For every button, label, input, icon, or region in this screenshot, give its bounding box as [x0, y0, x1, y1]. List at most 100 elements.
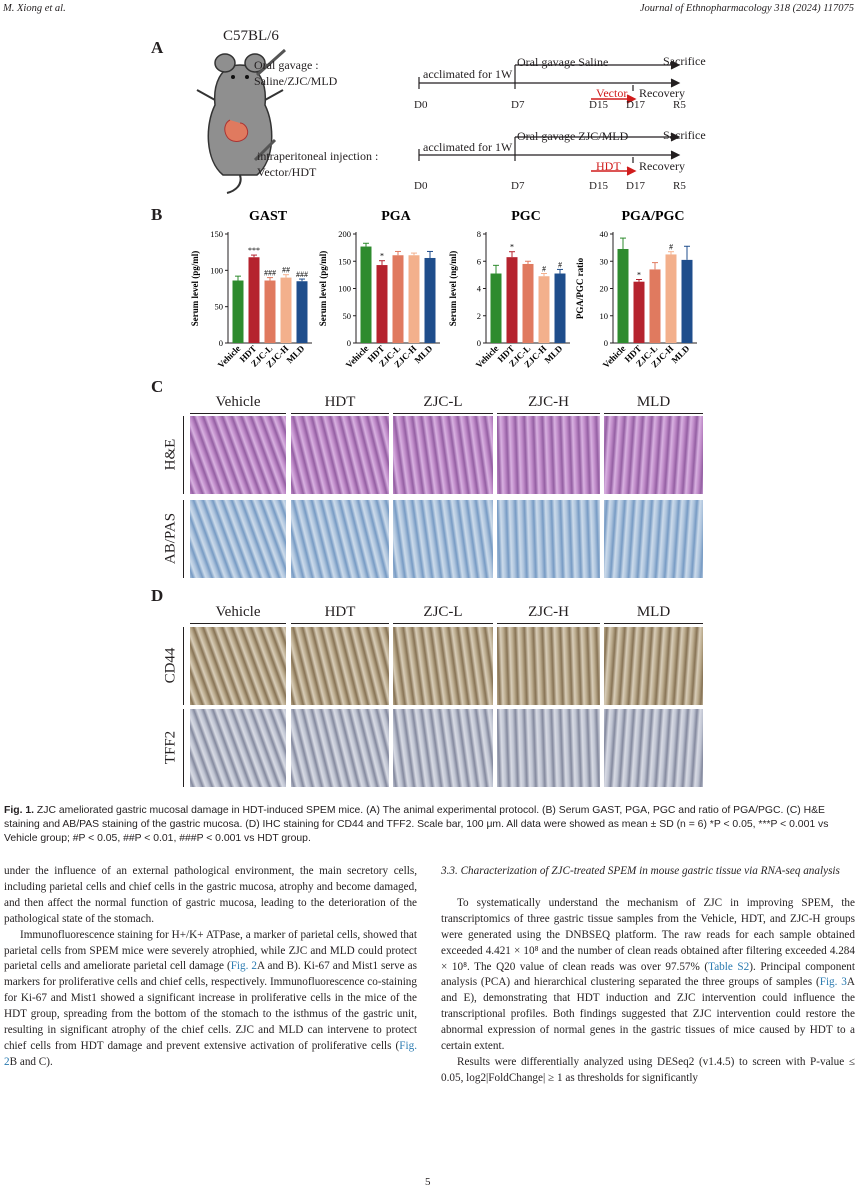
y-axis-label: PGA/PGC ratio: [575, 257, 585, 319]
histology-group-label: MLD: [636, 394, 671, 410]
y-tick-label: 0: [604, 338, 608, 348]
y-tick-label: 50: [343, 311, 352, 321]
bar: [280, 277, 292, 343]
bar: [665, 254, 677, 343]
y-tick-label: 150: [338, 256, 351, 266]
significance-label: #: [558, 260, 562, 269]
panel-d-letter: D: [151, 586, 164, 605]
histology-micrograph: [497, 416, 600, 494]
significance-label: #: [669, 243, 673, 252]
row-bracket: [183, 500, 184, 578]
y-tick-label: 30: [600, 256, 609, 266]
figure-link[interactable]: Fig. 3: [819, 976, 847, 989]
ihc-micrograph: [497, 709, 600, 787]
text-run: B and C).: [9, 1055, 53, 1068]
timeline2-recovery: Recovery: [639, 159, 685, 173]
significance-label: *: [510, 243, 514, 252]
y-axis-label: Serum level (pg/ml): [190, 251, 200, 327]
bar: [490, 273, 502, 343]
timeline1-gavage: Oral gavage Saline: [517, 55, 609, 69]
chart-title: PGA/PGC: [622, 209, 685, 224]
group-underline: [291, 623, 389, 624]
ihc-micrograph: [604, 709, 703, 787]
y-tick-label: 40: [600, 229, 609, 239]
histology-micrograph: [393, 416, 493, 494]
chart-title: PGA: [381, 209, 411, 224]
day-label: D17: [626, 99, 645, 111]
ihc-micrograph: [190, 709, 286, 787]
timeline2-sacrifice: Sacrifice: [663, 128, 706, 142]
timeline2-treatment: HDT: [596, 159, 621, 173]
figure-link[interactable]: Fig. 2: [230, 960, 258, 973]
section-title: 3.3. Characterization of ZJC-treated SPE…: [441, 865, 840, 877]
y-tick-label: 0: [477, 338, 481, 348]
row-bracket: [183, 709, 184, 787]
ihc-micrograph: [604, 627, 703, 705]
bar: [408, 255, 420, 343]
y-tick-label: 100: [338, 284, 351, 294]
text-run: To systematically understand the mechani…: [441, 896, 855, 973]
group-underline: [393, 623, 493, 624]
day-label: R5: [673, 99, 686, 111]
ihc-micrograph: [190, 627, 286, 705]
y-tick-label: 2: [477, 311, 481, 321]
day-label: D15: [589, 99, 608, 111]
left-column: under the influence of an external patho…: [4, 864, 417, 1071]
stain-row-label: TFF2: [162, 730, 179, 765]
mouse-strain-label: C57BL/6: [223, 28, 279, 44]
ihc-micrograph: [291, 627, 389, 705]
histology-micrograph: [291, 500, 389, 578]
bar: [392, 255, 404, 343]
bar: [633, 281, 645, 343]
group-underline: [190, 623, 286, 624]
y-tick-label: 6: [477, 256, 481, 266]
histology-group-label: ZJC-H: [528, 604, 569, 620]
stain-row-label: AB/PAS: [162, 512, 179, 565]
y-tick-label: 10: [600, 311, 609, 321]
row-bracket: [183, 627, 184, 705]
y-tick-label: 0: [219, 338, 223, 348]
paragraph: To systematically understand the mechani…: [441, 896, 855, 1055]
bar: [649, 269, 661, 343]
timeline1-treatment: Vector: [596, 86, 628, 100]
histology-group-label: Vehicle: [215, 604, 261, 620]
bar: [538, 276, 550, 343]
running-header-authors: M. Xiong et al.: [3, 3, 66, 14]
figure-caption: Fig. 1. ZJC ameliorated gastric mucosal …: [4, 804, 852, 847]
right-column: 3.3. Characterization of ZJC-treated SPE…: [441, 864, 855, 1087]
significance-label: ##: [282, 266, 290, 275]
paragraph: Results were differentially analyzed usi…: [441, 1055, 855, 1084]
text-run: A and E), demonstrating that HDT inducti…: [441, 976, 855, 1053]
paragraph: under the influence of an external patho…: [4, 865, 417, 925]
bar: [360, 246, 372, 343]
paragraph: Immunofluorescence staining for H+/K+ AT…: [4, 928, 417, 1071]
bar: [264, 280, 276, 343]
ihc-micrograph: [291, 709, 389, 787]
y-tick-label: 100: [210, 265, 223, 275]
panel-c-letter: C: [151, 377, 164, 396]
chart-title: GAST: [249, 209, 288, 224]
bar: [248, 257, 260, 343]
histology-group-label: MLD: [636, 604, 671, 620]
timeline2-gavage: Oral gavage ZJC/MLD: [517, 129, 629, 143]
figure-link[interactable]: Fig. 2: [4, 1039, 417, 1068]
table-link[interactable]: Table S2: [708, 960, 750, 973]
oral-gavage-label: Oral gavage :: [254, 58, 319, 72]
mouse-illustration: [196, 48, 286, 194]
day-label: D17: [626, 180, 645, 192]
day-label: D0: [414, 180, 428, 192]
group-underline: [604, 623, 703, 624]
group-underline: [604, 413, 703, 414]
stain-row-label: H&E: [162, 438, 179, 471]
histology-micrograph: [497, 500, 600, 578]
timeline1-recovery: Recovery: [639, 86, 685, 100]
y-tick-label: 150: [210, 229, 223, 239]
y-tick-label: 20: [600, 284, 609, 294]
text-run: Immunofluorescence staining for H+/K+ AT…: [4, 928, 417, 973]
day-label: D7: [511, 180, 525, 192]
y-tick-label: 50: [215, 302, 224, 312]
bar: [617, 248, 629, 343]
group-underline: [393, 413, 493, 414]
day-label: R5: [673, 180, 686, 192]
text-run: ). Principal component analysis (PCA) an…: [441, 960, 855, 989]
